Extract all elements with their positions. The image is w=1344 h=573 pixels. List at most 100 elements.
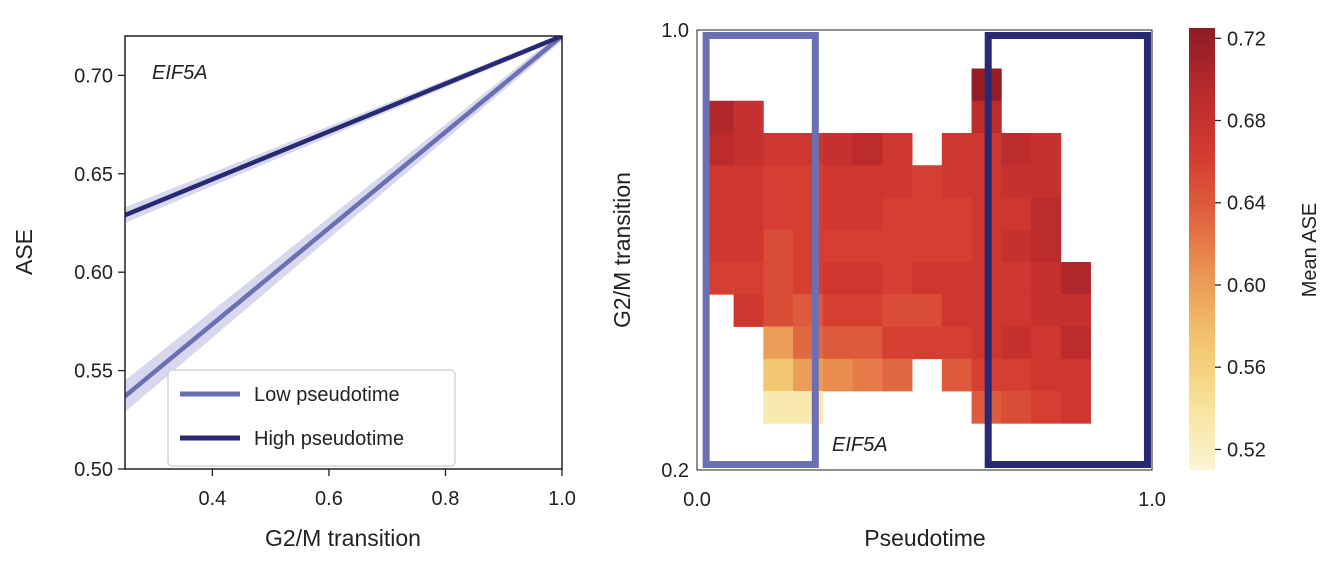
colorbar-tick-label: 0.56 bbox=[1227, 357, 1266, 379]
heatmap-cell bbox=[882, 229, 913, 263]
legend-label-high: High pseudotime bbox=[254, 428, 404, 450]
heatmap-cell bbox=[1001, 294, 1032, 327]
left-gene-annotation: EIF5A bbox=[152, 62, 208, 84]
heatmap-x-tick-label: 0.0 bbox=[683, 489, 711, 511]
colorbar-tick-label: 0.60 bbox=[1227, 275, 1266, 297]
colorbar-gradient bbox=[1189, 28, 1215, 470]
heatmap-cell bbox=[1031, 133, 1062, 166]
heatmap-y-axis-label: G2/M transition bbox=[609, 172, 635, 328]
heatmap-cell bbox=[941, 358, 972, 392]
y-tick-label: 0.60 bbox=[74, 262, 113, 284]
left-plot-frame bbox=[124, 35, 563, 470]
heatmap-x-axis-label: Pseudotime bbox=[864, 525, 985, 551]
heatmap-cell bbox=[763, 133, 794, 166]
x-tick-label: 1.0 bbox=[548, 488, 576, 510]
heatmap-y-tick-label: 1.0 bbox=[661, 20, 689, 42]
heatmap-cell bbox=[763, 262, 794, 295]
colorbar-tick-label: 0.68 bbox=[1227, 111, 1266, 133]
heatmap-cell bbox=[1001, 165, 1032, 198]
heatmap-cell bbox=[941, 229, 972, 263]
heatmap-cell bbox=[1031, 326, 1062, 360]
heatmap-cell bbox=[763, 391, 794, 424]
left-x-ticks: 0.4 0.6 0.8 1.0 bbox=[198, 469, 576, 510]
heatmap-cell bbox=[1060, 358, 1091, 392]
colorbar-tick-label: 0.64 bbox=[1227, 193, 1266, 215]
heatmap-cell bbox=[1001, 326, 1032, 360]
heatmap-cell bbox=[852, 133, 883, 166]
heatmap-cell bbox=[733, 133, 764, 166]
highlight-box-low bbox=[702, 32, 819, 468]
heatmap-cell bbox=[733, 197, 764, 231]
series-line-low bbox=[125, 36, 562, 399]
heatmap-cell bbox=[733, 165, 764, 198]
y-tick-label: 0.55 bbox=[74, 361, 113, 383]
heatmap-cell bbox=[822, 133, 853, 166]
heatmap-cell bbox=[1060, 262, 1091, 295]
heatmap-cell bbox=[912, 197, 943, 231]
heatmap-cell bbox=[1031, 294, 1062, 327]
heatmap-frame bbox=[696, 29, 1153, 471]
confidence-band-low bbox=[125, 36, 562, 412]
heatmap-cell bbox=[763, 197, 794, 231]
heatmap-cell bbox=[1001, 133, 1032, 166]
heatmap-cell bbox=[852, 165, 883, 198]
heatmap-cell bbox=[733, 294, 764, 327]
heatmap-cell bbox=[941, 165, 972, 198]
heatmap-cell bbox=[822, 294, 853, 327]
heatmap-cell bbox=[1060, 326, 1091, 360]
y-tick-label: 0.65 bbox=[74, 164, 113, 186]
colorbar-tick-label: 0.52 bbox=[1227, 439, 1266, 461]
heatmap-cell bbox=[912, 326, 943, 360]
heatmap-cell bbox=[852, 294, 883, 327]
heatmap-cell bbox=[822, 326, 853, 360]
heatmap-cell bbox=[912, 165, 943, 198]
y-tick-label: 0.70 bbox=[74, 65, 113, 87]
heatmap-cell bbox=[852, 358, 883, 392]
highlight-boxes bbox=[702, 32, 1151, 468]
heatmap-cell bbox=[1031, 229, 1062, 263]
left-panel: 0.4 0.6 0.8 1.0 0.500.550.600.650.70 EIF5A … bbox=[11, 35, 576, 551]
left-series-lines bbox=[125, 36, 562, 399]
heatmap-cell bbox=[1031, 391, 1062, 424]
heatmap-cell bbox=[763, 326, 794, 360]
heatmap-cell bbox=[882, 358, 913, 392]
x-tick-label: 0.6 bbox=[315, 488, 343, 510]
heatmap-cell bbox=[1060, 294, 1091, 327]
heatmap-cell bbox=[941, 133, 972, 166]
heatmap-cell bbox=[763, 358, 794, 392]
heatmap-cell bbox=[1001, 197, 1032, 231]
colorbar: 0.72 0.68 0.64 0.60 0.56 0.52 Mean ASE bbox=[1189, 28, 1321, 470]
colorbar-label: Mean ASE bbox=[1299, 203, 1321, 298]
left-y-axis-label: ASE bbox=[11, 229, 37, 275]
heatmap-cell bbox=[882, 165, 913, 198]
heatmap-x-tick-label: 1.0 bbox=[1138, 489, 1166, 511]
series-line-high bbox=[125, 36, 562, 218]
heatmap-cell bbox=[1001, 262, 1032, 295]
heatmap-cell bbox=[941, 326, 972, 360]
heatmap-y-ticks: 1.0 0.2 bbox=[661, 20, 689, 482]
heatmap-cell bbox=[882, 197, 913, 231]
left-x-axis-label: G2/M transition bbox=[265, 525, 421, 551]
heatmap-cell bbox=[1031, 358, 1062, 392]
colorbar-tick-label: 0.72 bbox=[1227, 28, 1266, 50]
x-tick-label: 0.4 bbox=[198, 488, 226, 510]
heatmap-cell bbox=[822, 358, 853, 392]
heatmap-cell bbox=[1031, 165, 1062, 198]
heatmap-cell bbox=[1031, 262, 1062, 295]
heatmap-cell bbox=[1031, 197, 1062, 231]
heatmap-cell bbox=[822, 165, 853, 198]
heatmap-cell bbox=[1001, 358, 1032, 392]
heatmap-cell bbox=[763, 229, 794, 263]
heatmap-cell bbox=[733, 100, 764, 134]
heatmap-cell bbox=[941, 294, 972, 327]
heatmap-cell bbox=[882, 262, 913, 295]
heatmap-cell bbox=[852, 262, 883, 295]
heatmap-cell bbox=[763, 165, 794, 198]
heatmap-cell bbox=[882, 133, 913, 166]
heatmap-cell bbox=[733, 262, 764, 295]
highlight-box-high bbox=[984, 32, 1151, 468]
heatmap-cell bbox=[912, 229, 943, 263]
right-panel: 0.0 1.0 1.0 0.2 EIF5A Pseudotime G2/M tran… bbox=[609, 20, 1166, 551]
